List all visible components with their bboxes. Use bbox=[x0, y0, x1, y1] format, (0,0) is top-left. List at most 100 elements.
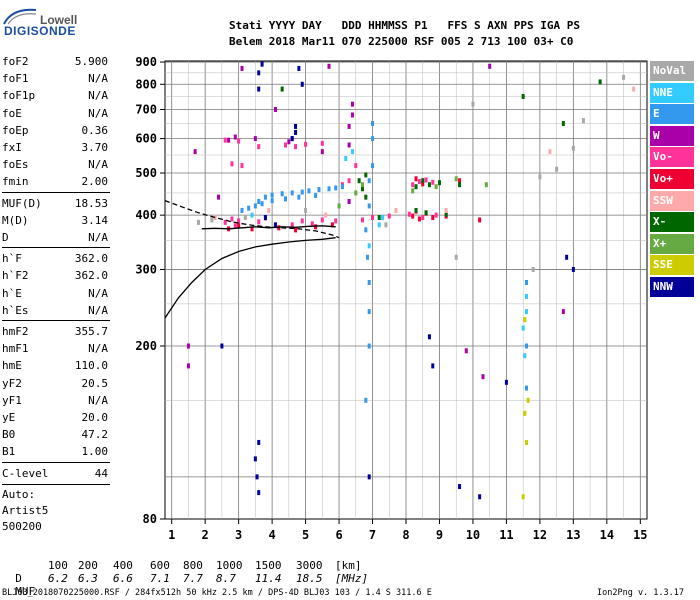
data-point-nne bbox=[367, 243, 371, 249]
data-point-noval bbox=[196, 219, 200, 225]
data-point-vo- bbox=[360, 217, 364, 223]
legend-item: NoVal bbox=[650, 61, 694, 81]
x-tick-label: 10 bbox=[466, 528, 480, 542]
data-point-nnw bbox=[431, 363, 435, 369]
data-point-vo- bbox=[257, 219, 261, 225]
data-point-nnw bbox=[367, 474, 371, 480]
profile-curve bbox=[201, 225, 336, 230]
legend-item: X+ bbox=[650, 233, 694, 254]
data-point-w bbox=[481, 374, 485, 380]
muf-value: 7.1 bbox=[150, 572, 170, 585]
data-point-vo- bbox=[458, 178, 462, 184]
data-point-nnw bbox=[257, 86, 261, 92]
data-point-e bbox=[525, 385, 528, 391]
data-point-noval bbox=[471, 101, 475, 107]
param-value: 362.0 bbox=[74, 269, 108, 283]
data-point-noval bbox=[538, 174, 542, 180]
data-point-vo- bbox=[300, 218, 304, 224]
legend-item: NNW bbox=[650, 277, 694, 297]
x-tick-label: 4 bbox=[268, 528, 275, 542]
param-value: 110.0 bbox=[74, 359, 108, 373]
data-point-vo- bbox=[237, 138, 241, 144]
distance-value: [km] bbox=[335, 559, 362, 572]
param-label: h`F bbox=[2, 252, 22, 266]
param-label: foF1 bbox=[2, 72, 29, 86]
data-point-e bbox=[371, 120, 375, 126]
param-label: foF2 bbox=[2, 55, 29, 68]
x-tick-label: 7 bbox=[369, 528, 376, 542]
param-value: N/A bbox=[88, 286, 108, 300]
x-tick-label: 2 bbox=[202, 528, 209, 542]
data-point-x- bbox=[561, 120, 565, 126]
data-point-x- bbox=[360, 182, 364, 188]
data-point-vo- bbox=[417, 216, 421, 222]
data-point-vo- bbox=[330, 222, 334, 228]
legend-item: Vo- bbox=[650, 147, 694, 168]
param-label: yF2 bbox=[2, 376, 22, 390]
data-point-ssw bbox=[213, 215, 217, 221]
data-point-e bbox=[371, 136, 375, 142]
param-row: hmE 110.0 bbox=[2, 357, 108, 374]
legend-item: SSE bbox=[650, 255, 694, 276]
footer-version: Ion2Png v. 1.3.17 bbox=[597, 588, 684, 598]
data-point-vo- bbox=[223, 219, 227, 225]
param-label: MUF(D) bbox=[2, 196, 42, 210]
data-point-x- bbox=[337, 203, 341, 209]
data-point-vo- bbox=[250, 226, 254, 232]
data-point-nne bbox=[525, 309, 528, 315]
distance-value: 200 bbox=[78, 559, 98, 572]
y-tick-label: 300 bbox=[135, 262, 157, 276]
data-point-nnw bbox=[504, 379, 508, 385]
param-value: 362.0 bbox=[74, 252, 108, 266]
data-point-x- bbox=[427, 182, 431, 188]
data-point-w bbox=[240, 65, 244, 71]
param-value: 5.900 bbox=[74, 55, 108, 68]
param-value: N/A bbox=[88, 89, 108, 103]
param-row: foEs N/A bbox=[2, 156, 108, 173]
legend-item: Vo+ bbox=[650, 169, 694, 189]
distance-value: 400 bbox=[113, 559, 133, 572]
data-point-e bbox=[371, 163, 375, 169]
data-point-w bbox=[561, 309, 565, 315]
data-point-vo- bbox=[284, 142, 287, 148]
muf-value: 8.7 bbox=[216, 572, 236, 585]
param-separator bbox=[2, 320, 110, 321]
param-row: fxI 3.70 bbox=[2, 139, 108, 156]
data-point-noval bbox=[581, 118, 585, 124]
muf-value: 6.6 bbox=[113, 572, 133, 585]
data-point-w bbox=[327, 63, 331, 69]
param-row: C-level 44 bbox=[2, 465, 108, 482]
data-point-e bbox=[284, 196, 287, 202]
param-value: 2.00 bbox=[81, 175, 109, 189]
header-field-values: Belem 2018 Mar11 070 225000 RSF 005 2 71… bbox=[229, 35, 574, 48]
data-point-vo- bbox=[223, 137, 227, 143]
data-point-e bbox=[367, 203, 371, 209]
param-value: N/A bbox=[88, 231, 108, 244]
data-point-e bbox=[300, 189, 304, 195]
data-point-w bbox=[186, 363, 190, 369]
param-separator bbox=[2, 191, 110, 193]
data-point-x- bbox=[411, 188, 415, 194]
data-point-x- bbox=[364, 194, 368, 200]
data-point-vo- bbox=[233, 223, 237, 229]
param-row: D N/A bbox=[2, 229, 108, 246]
param-value: 44 bbox=[94, 466, 108, 480]
data-point-w bbox=[488, 63, 492, 69]
data-point-nnw bbox=[478, 494, 482, 500]
data-point-w bbox=[464, 348, 468, 354]
param-row: h`Es N/A bbox=[2, 302, 108, 319]
data-point-e bbox=[240, 207, 244, 213]
data-point-e bbox=[367, 279, 371, 285]
logo-lowell: Lowell bbox=[40, 13, 78, 27]
param-label: foEs bbox=[2, 158, 29, 172]
data-point-vo- bbox=[237, 218, 241, 224]
data-point-noval bbox=[531, 266, 535, 272]
data-point-sse bbox=[526, 397, 530, 403]
data-point-nnw bbox=[260, 61, 264, 67]
param-row: hmF2 355.7 bbox=[2, 323, 108, 340]
dashed-profile-curve bbox=[164, 199, 340, 239]
param-row: B0 47.2 bbox=[2, 426, 108, 443]
data-point-w bbox=[253, 136, 257, 142]
data-point-e bbox=[270, 192, 274, 198]
y-tick-label: 700 bbox=[135, 102, 157, 116]
